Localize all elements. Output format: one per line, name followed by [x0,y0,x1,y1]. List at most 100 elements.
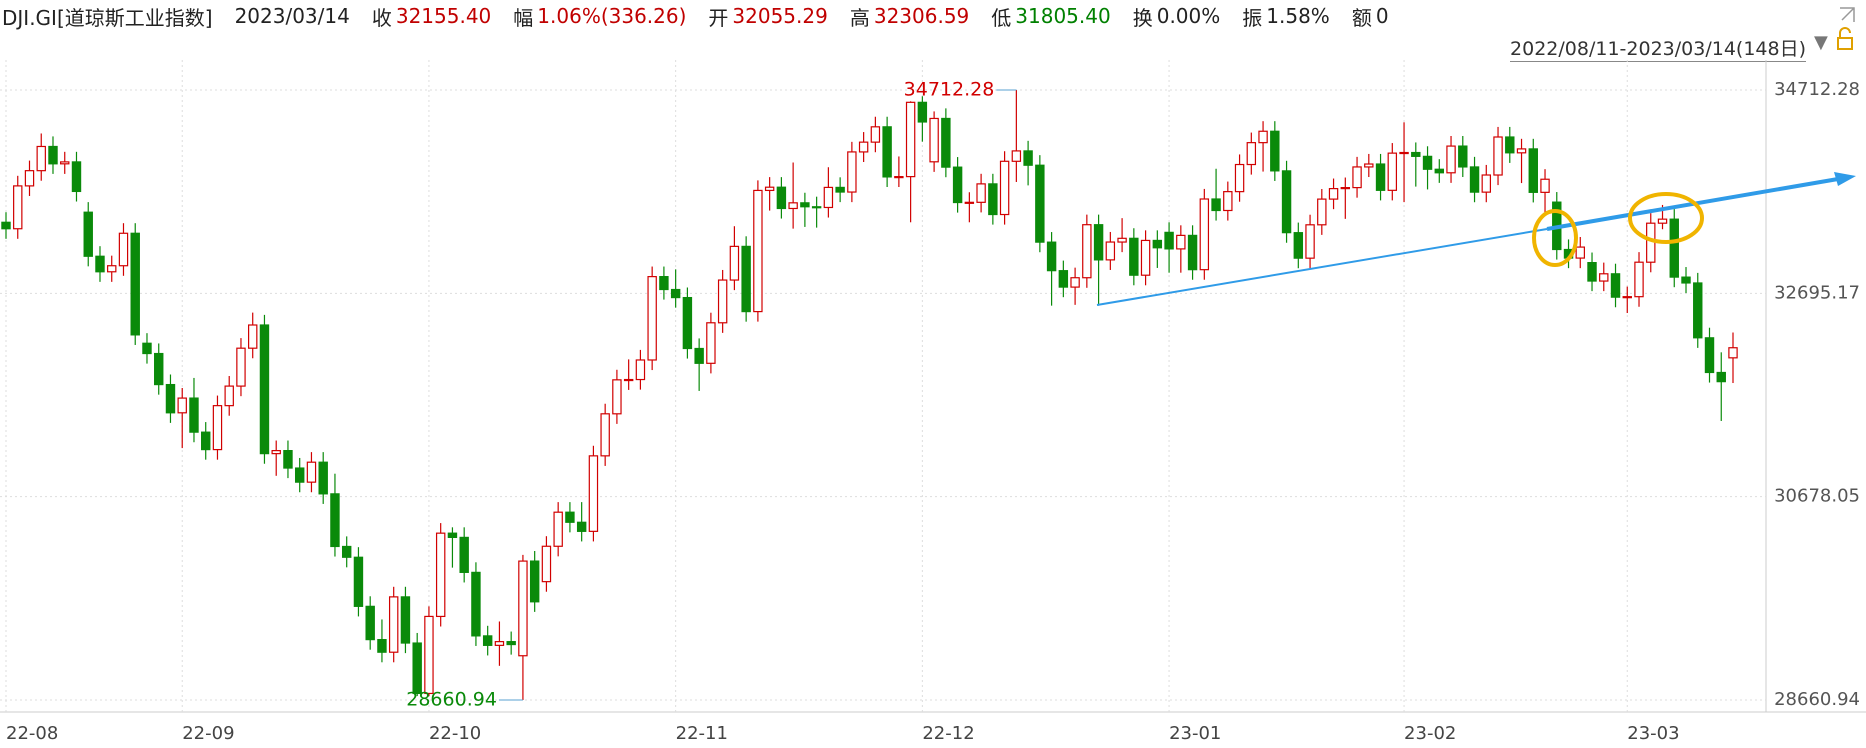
candle-body [717,279,728,324]
candle-body [177,397,187,414]
candle-body [1270,130,1280,172]
candle-body [1599,273,1609,282]
candle-body [1587,262,1597,282]
candle-body [1305,224,1315,259]
candle-body [1434,168,1445,174]
candle-body [588,455,599,532]
quote-label: 高 [849,5,870,30]
candle-body [1446,145,1456,174]
candle-body [412,642,422,695]
candle-body [764,186,775,192]
candle-body [858,141,869,153]
trend-arrow [1834,172,1856,186]
candle-body [1411,151,1421,157]
candle-body [753,189,763,313]
candle-body [1634,261,1644,298]
expand-icon[interactable] [1840,7,1855,22]
candle-body [60,161,70,165]
candle-body [1281,170,1292,234]
candle-body [165,383,176,414]
quote-value: 32306.59 [873,4,970,28]
candle-body [1246,142,1257,166]
candle-body [1187,234,1198,271]
candle-body [1140,239,1151,276]
candle-body [1716,371,1726,383]
candle-body [306,461,317,483]
candle-body [1528,148,1538,193]
candle-body [118,232,129,267]
candle-body [377,639,387,653]
candle-body [13,185,23,230]
candle-body [1328,188,1339,200]
candle-body [1258,130,1268,144]
quote-value: 32155.40 [395,4,492,28]
date-range[interactable]: 2022/08/11-2023/03/14(148日) [1510,34,1806,62]
candle-body [870,126,881,143]
quote-value: 0.00% [1156,4,1221,28]
candle-body [776,186,787,210]
candle-body [1093,224,1104,261]
quote-value: 1.06%(336.26) [537,4,687,28]
highlight-circle [1628,192,1704,244]
candle-body [236,347,246,387]
candle-body [1211,198,1221,212]
candle-body [1469,166,1480,193]
quote-value: 0 [1375,4,1389,28]
candle-body [529,560,540,603]
quote-date: 2023/03/14 [234,4,350,28]
candle-body [447,532,458,538]
candle-body [894,176,904,179]
quote-label: 额 [1351,5,1372,30]
candle-body [976,183,986,203]
quote-label: 低 [991,5,1012,30]
candle-body [1082,224,1092,279]
candle-body [941,117,951,168]
candle-body [600,413,610,457]
candle-body [471,571,481,637]
candle-body [682,296,693,350]
candle-body [612,379,622,415]
candle-body [24,170,35,187]
candle-body [353,556,364,607]
x-tick-label: 23-02 [1404,723,1456,744]
candle-body [142,342,152,355]
candle-body [1610,273,1621,298]
candle-body [271,450,281,455]
candle-body [283,450,293,469]
candle-body [694,347,704,364]
candle-body [659,276,669,291]
candle-body [1516,148,1527,154]
candle-body [1669,218,1679,278]
candle-body [1681,276,1691,284]
lock-icon[interactable] [1837,37,1853,50]
candle-body [882,126,892,178]
candle-body [48,145,58,165]
candle-body [1105,241,1116,261]
candle-body [1364,163,1374,168]
x-tick-label: 22-08 [6,723,58,744]
candle-body [823,186,834,209]
candle-body [1199,198,1210,271]
candle-body [905,101,916,178]
dropdown-arrow[interactable]: ▼ [1814,32,1828,53]
trend-line [1096,228,1548,306]
min-label: 28660.94 [406,689,497,711]
candle-body [71,161,82,193]
candle-body [224,385,234,407]
candle-body [1,221,11,230]
candle-body [1011,150,1022,162]
candle-body [811,206,822,209]
candle-body [212,405,223,451]
candle-body [576,521,587,532]
candle-body [248,324,258,349]
quote-value: 32055.29 [732,4,828,28]
candle-body [494,641,505,646]
x-tick-label: 23-03 [1627,723,1679,744]
y-tick-label: 30678.05 [1774,486,1860,507]
candle-body [999,160,1010,216]
candle-body [565,511,575,523]
candle-body [1176,234,1186,250]
x-tick-label: 22-10 [429,723,481,744]
symbol: DJI.GI[道琼斯工业指数] [2,5,213,30]
